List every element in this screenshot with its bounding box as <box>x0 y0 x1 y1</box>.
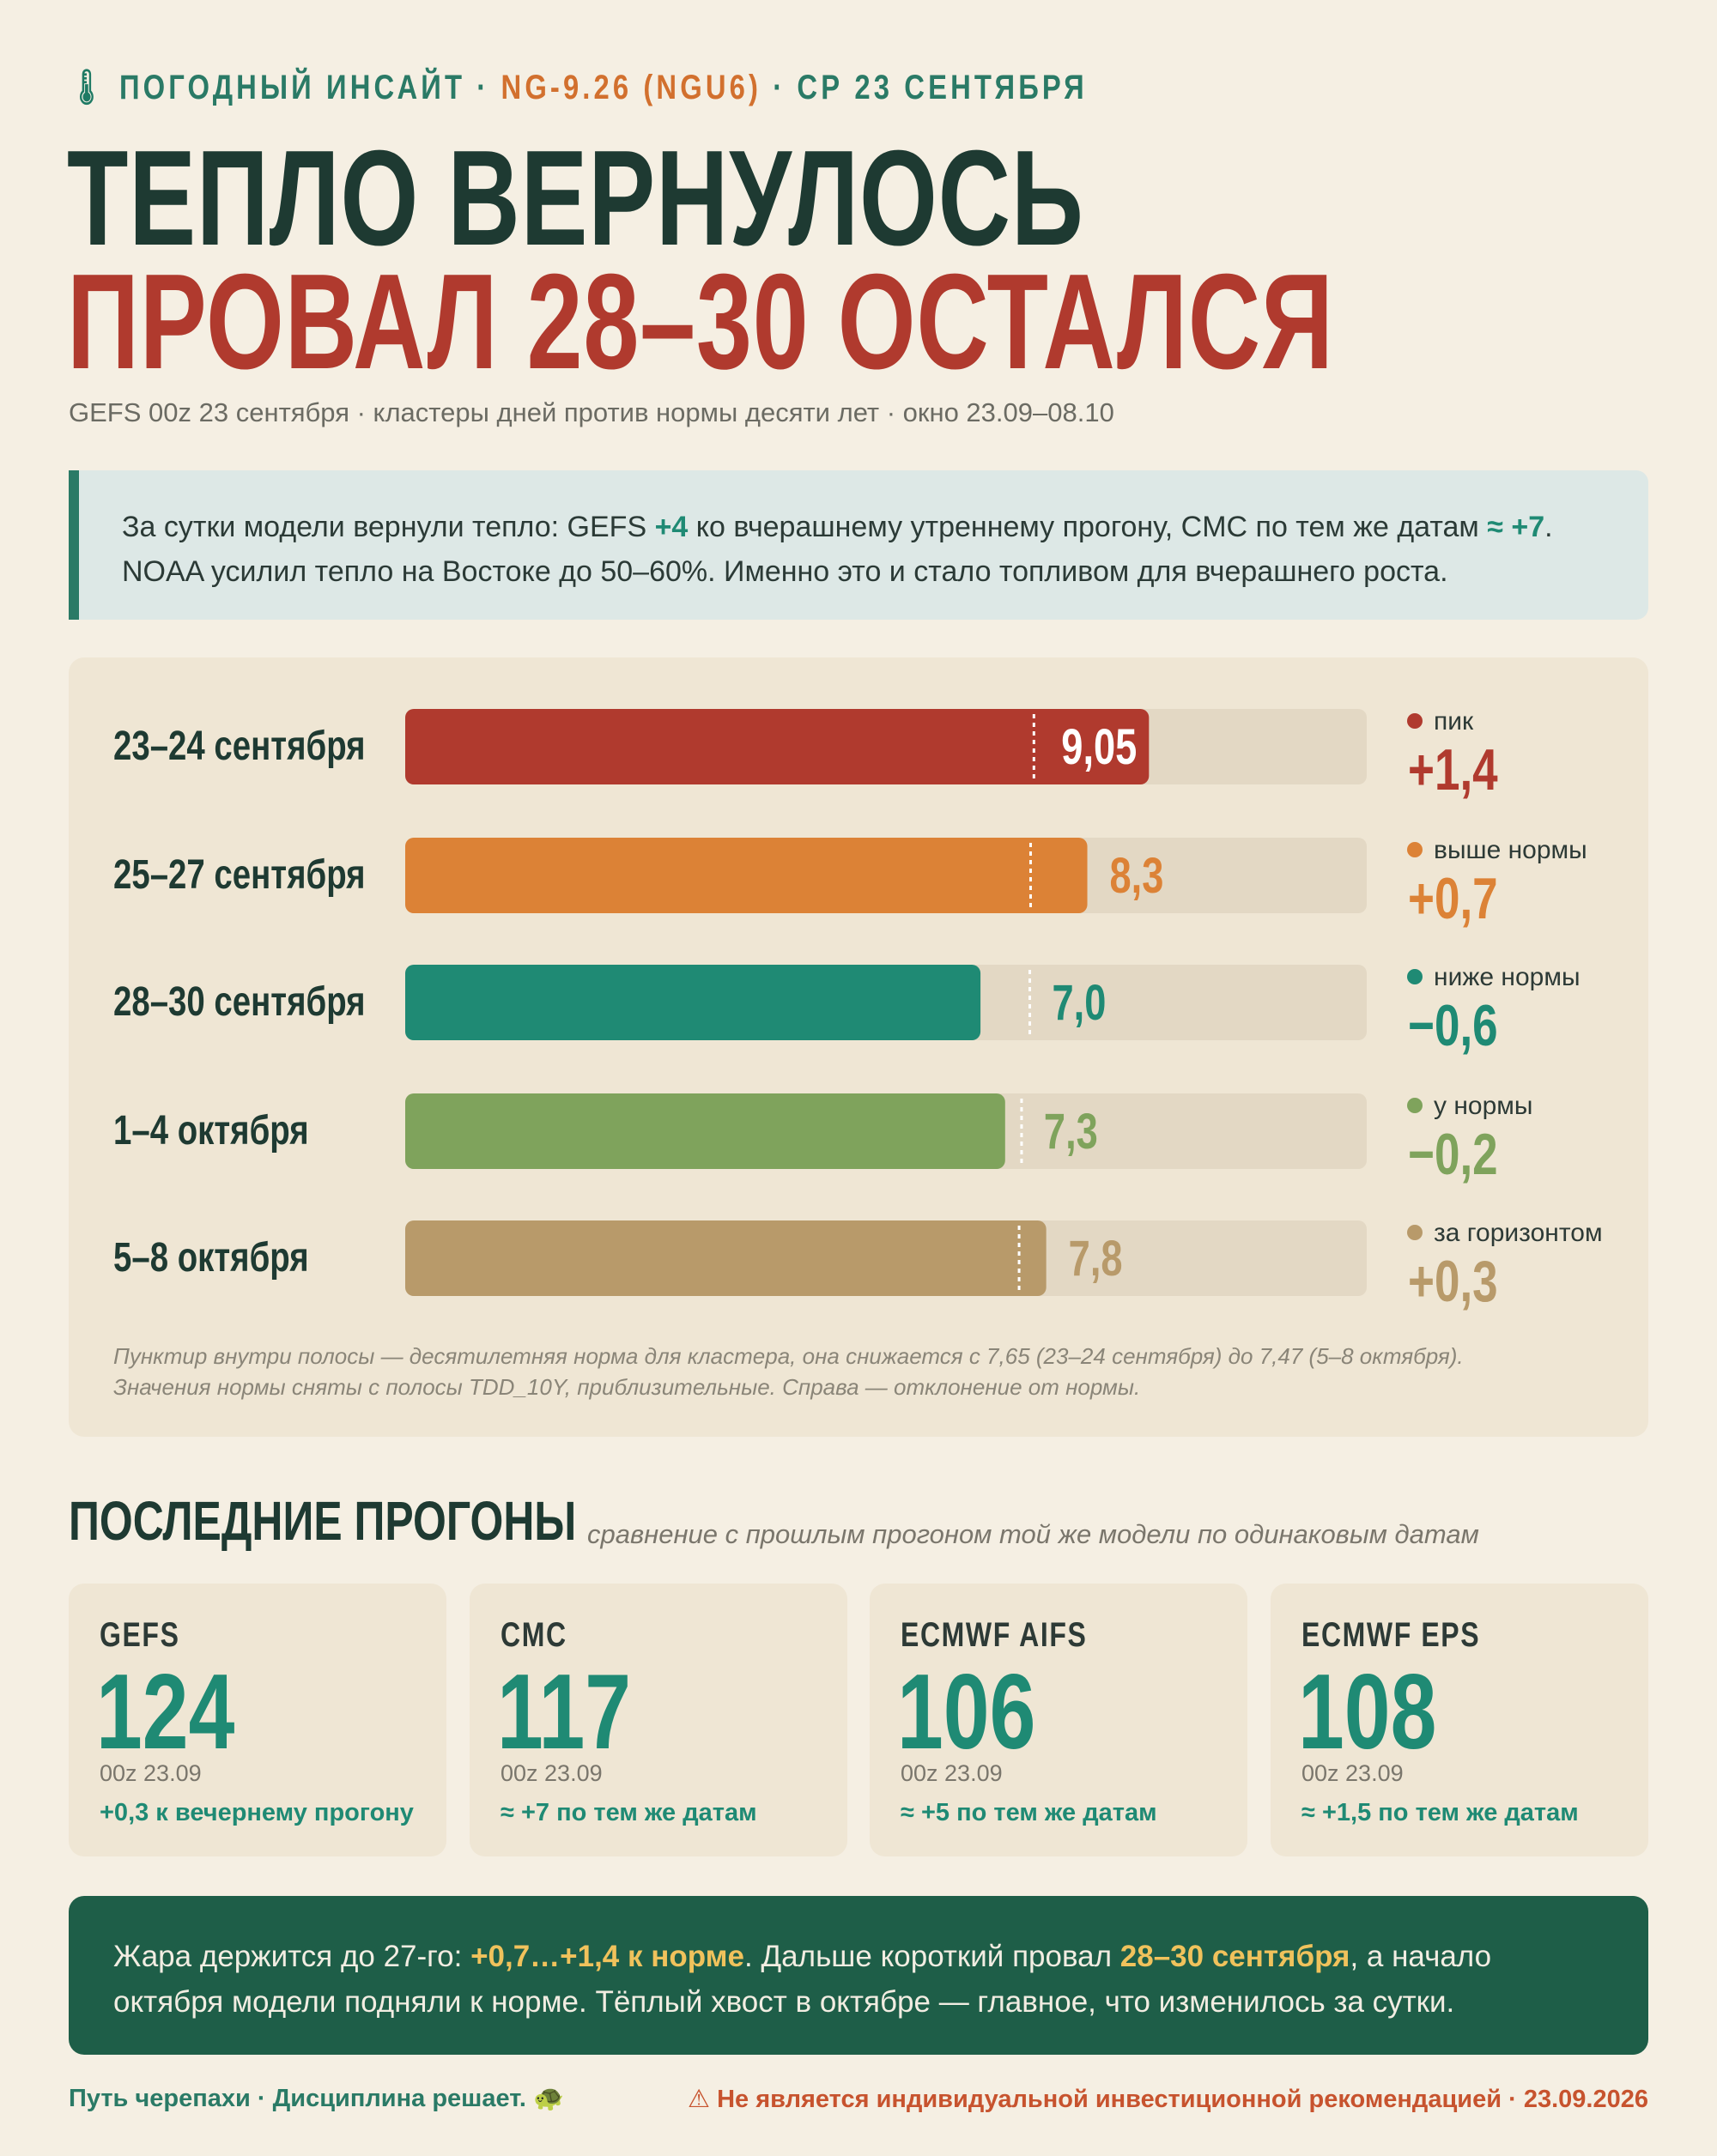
bar <box>405 1093 1005 1169</box>
model-card-ecmwf-eps: ECMWF EPS 108 00z 23.09 ≈ +1,5 по тем же… <box>1271 1584 1648 1856</box>
chart-footnote-line-2: Значения нормы сняты с полосы TDD_10Y, п… <box>113 1374 1141 1400</box>
insight-line-2: NOAA усилил тепло на Востоке до 50–60%. … <box>122 555 1448 588</box>
summary-text-2: . Дальше короткий провал <box>744 1940 1120 1973</box>
bar <box>405 709 1150 784</box>
kicker-date: · СР 23 СЕНТЯБРЯ <box>761 69 1088 106</box>
model-value: 108 <box>1298 1653 1437 1771</box>
subtitle: GEFS 00z 23 сентября · кластеры дней про… <box>69 397 1114 427</box>
value-label: 8,3 <box>1110 849 1164 905</box>
deviation-label: +0,3 <box>1408 1249 1498 1314</box>
insight-line-1: За сутки модели вернули тепло: GEFS +4 к… <box>122 505 1605 549</box>
footer-motto: Путь черепахи · Дисциплина решает. 🐢 <box>69 2085 565 2112</box>
thermometer-icon: 🌡 <box>69 69 108 106</box>
model-name: ECMWF EPS <box>1301 1616 1481 1654</box>
deviation-label: +0,7 <box>1408 866 1498 931</box>
value-label: 7,0 <box>1053 976 1107 1032</box>
category-label: 23–24 сентября <box>113 724 366 769</box>
insight-text-1: За сутки модели вернули тепло: GEFS <box>122 511 655 543</box>
model-name: ECMWF AIFS <box>901 1616 1088 1654</box>
kicker-label: ПОГОДНЫЙ ИНСАЙТ · <box>118 69 501 106</box>
status-dot <box>1407 969 1423 984</box>
deviation-label: +1,4 <box>1408 737 1498 802</box>
cluster-chart-panel: 23–24 сентября 9,05 пик +1,4 25–27 сентября 8… <box>69 657 1648 1437</box>
status-label: выше нормы <box>1434 836 1587 864</box>
summary-heat-range: +0,7…+1,4 к норме <box>470 1940 745 1973</box>
model-delta: ≈ +5 по тем же датам <box>901 1799 1157 1826</box>
runs-section-subtitle: сравнение с прошлым прогоном той же моде… <box>587 1519 1479 1549</box>
deviation-label: −0,6 <box>1408 993 1498 1058</box>
category-label: 5–8 октября <box>113 1235 309 1281</box>
model-card-cmc: CMC 117 00z 23.09 ≈ +7 по тем же датам <box>470 1584 847 1856</box>
status-label: за горизонтом <box>1434 1219 1603 1247</box>
model-card-gefs: GEFS 124 00z 23.09 +0,3 к вечернему прог… <box>69 1584 446 1856</box>
bar <box>405 1220 1047 1296</box>
footer-disclaimer: ⚠ Не является индивидуальной инвестицион… <box>688 2086 1648 2113</box>
model-delta: ≈ +1,5 по тем же датам <box>1301 1799 1579 1826</box>
model-card-ecmwf-aifs: ECMWF AIFS 106 00z 23.09 ≈ +5 по тем же … <box>870 1584 1247 1856</box>
model-value: 106 <box>897 1653 1036 1771</box>
deviation-label: −0,2 <box>1408 1122 1498 1187</box>
status-dot <box>1407 1225 1423 1240</box>
insight-callout: За сутки модели вернули тепло: GEFS +4 к… <box>69 470 1648 620</box>
model-value: 124 <box>96 1653 235 1771</box>
headline-line-1: ТЕПЛО ВЕРНУЛОСЬ <box>67 123 1084 274</box>
model-run: 00z 23.09 <box>100 1760 202 1786</box>
category-label: 28–30 сентября <box>113 979 366 1025</box>
kicker: 🌡 ПОГОДНЫЙ ИНСАЙТ · NG-9.26 (NGU6) · СР … <box>69 67 1088 107</box>
summary-dip-dates: 28–30 сентября <box>1119 1940 1350 1973</box>
status-dot <box>1407 842 1423 857</box>
chart-footnote-line-1: Пунктир внутри полосы — десятилетняя нор… <box>113 1343 1464 1369</box>
insight-text-3: . <box>1544 511 1553 543</box>
insight-gefs-delta: +4 <box>654 511 689 543</box>
status-label: ниже нормы <box>1434 963 1580 991</box>
status-label: у нормы <box>1434 1092 1532 1120</box>
model-delta: ≈ +7 по тем же датам <box>501 1799 757 1826</box>
status-dot <box>1407 1098 1423 1113</box>
cluster-bar-chart: 23–24 сентября 9,05 пик+1,4 25–27 сентября 8… <box>113 707 1603 1314</box>
status-dot <box>1407 713 1423 729</box>
model-value: 117 <box>497 1653 632 1771</box>
summary-line-1: Жара держится до 27-го: +0,7…+1,4 к норм… <box>113 1934 1604 1979</box>
model-delta: +0,3 к вечернему прогону <box>100 1799 414 1826</box>
model-name: GEFS <box>100 1616 180 1654</box>
model-run: 00z 23.09 <box>901 1760 1003 1786</box>
value-label: 9,05 <box>1061 720 1137 776</box>
summary-line-2: октября модели подняли к норме. Тёплый х… <box>113 1985 1455 2019</box>
headline-line-2: ПРОВАЛ 28–30 ОСТАЛСЯ <box>67 246 1334 397</box>
summary-text-1: Жара держится до 27-го: <box>113 1940 471 1973</box>
category-label: 25–27 сентября <box>113 852 366 898</box>
value-label: 7,3 <box>1044 1105 1098 1160</box>
model-name: CMC <box>501 1616 567 1654</box>
insight-text-2: ко вчерашнему утреннему прогону, CMC по … <box>688 511 1488 543</box>
bar <box>405 838 1088 913</box>
status-label: пик <box>1434 707 1474 736</box>
value-label: 7,8 <box>1069 1232 1123 1287</box>
summary-text-3: , а начало <box>1350 1940 1492 1973</box>
runs-section-title: ПОСЛЕДНИЕ ПРОГОНЫ <box>69 1490 577 1552</box>
summary-callout: Жара держится до 27-го: +0,7…+1,4 к норм… <box>69 1896 1648 2055</box>
model-run: 00z 23.09 <box>1301 1760 1404 1786</box>
insight-cmc-delta: ≈ +7 <box>1487 511 1545 543</box>
kicker-ticker: NG-9.26 (NGU6) <box>501 69 761 106</box>
bar <box>405 965 981 1040</box>
chart-footnote: Пунктир внутри полосы — десятилетняя нор… <box>113 1341 1464 1402</box>
model-run: 00z 23.09 <box>501 1760 603 1786</box>
category-label: 1–4 октября <box>113 1108 309 1154</box>
